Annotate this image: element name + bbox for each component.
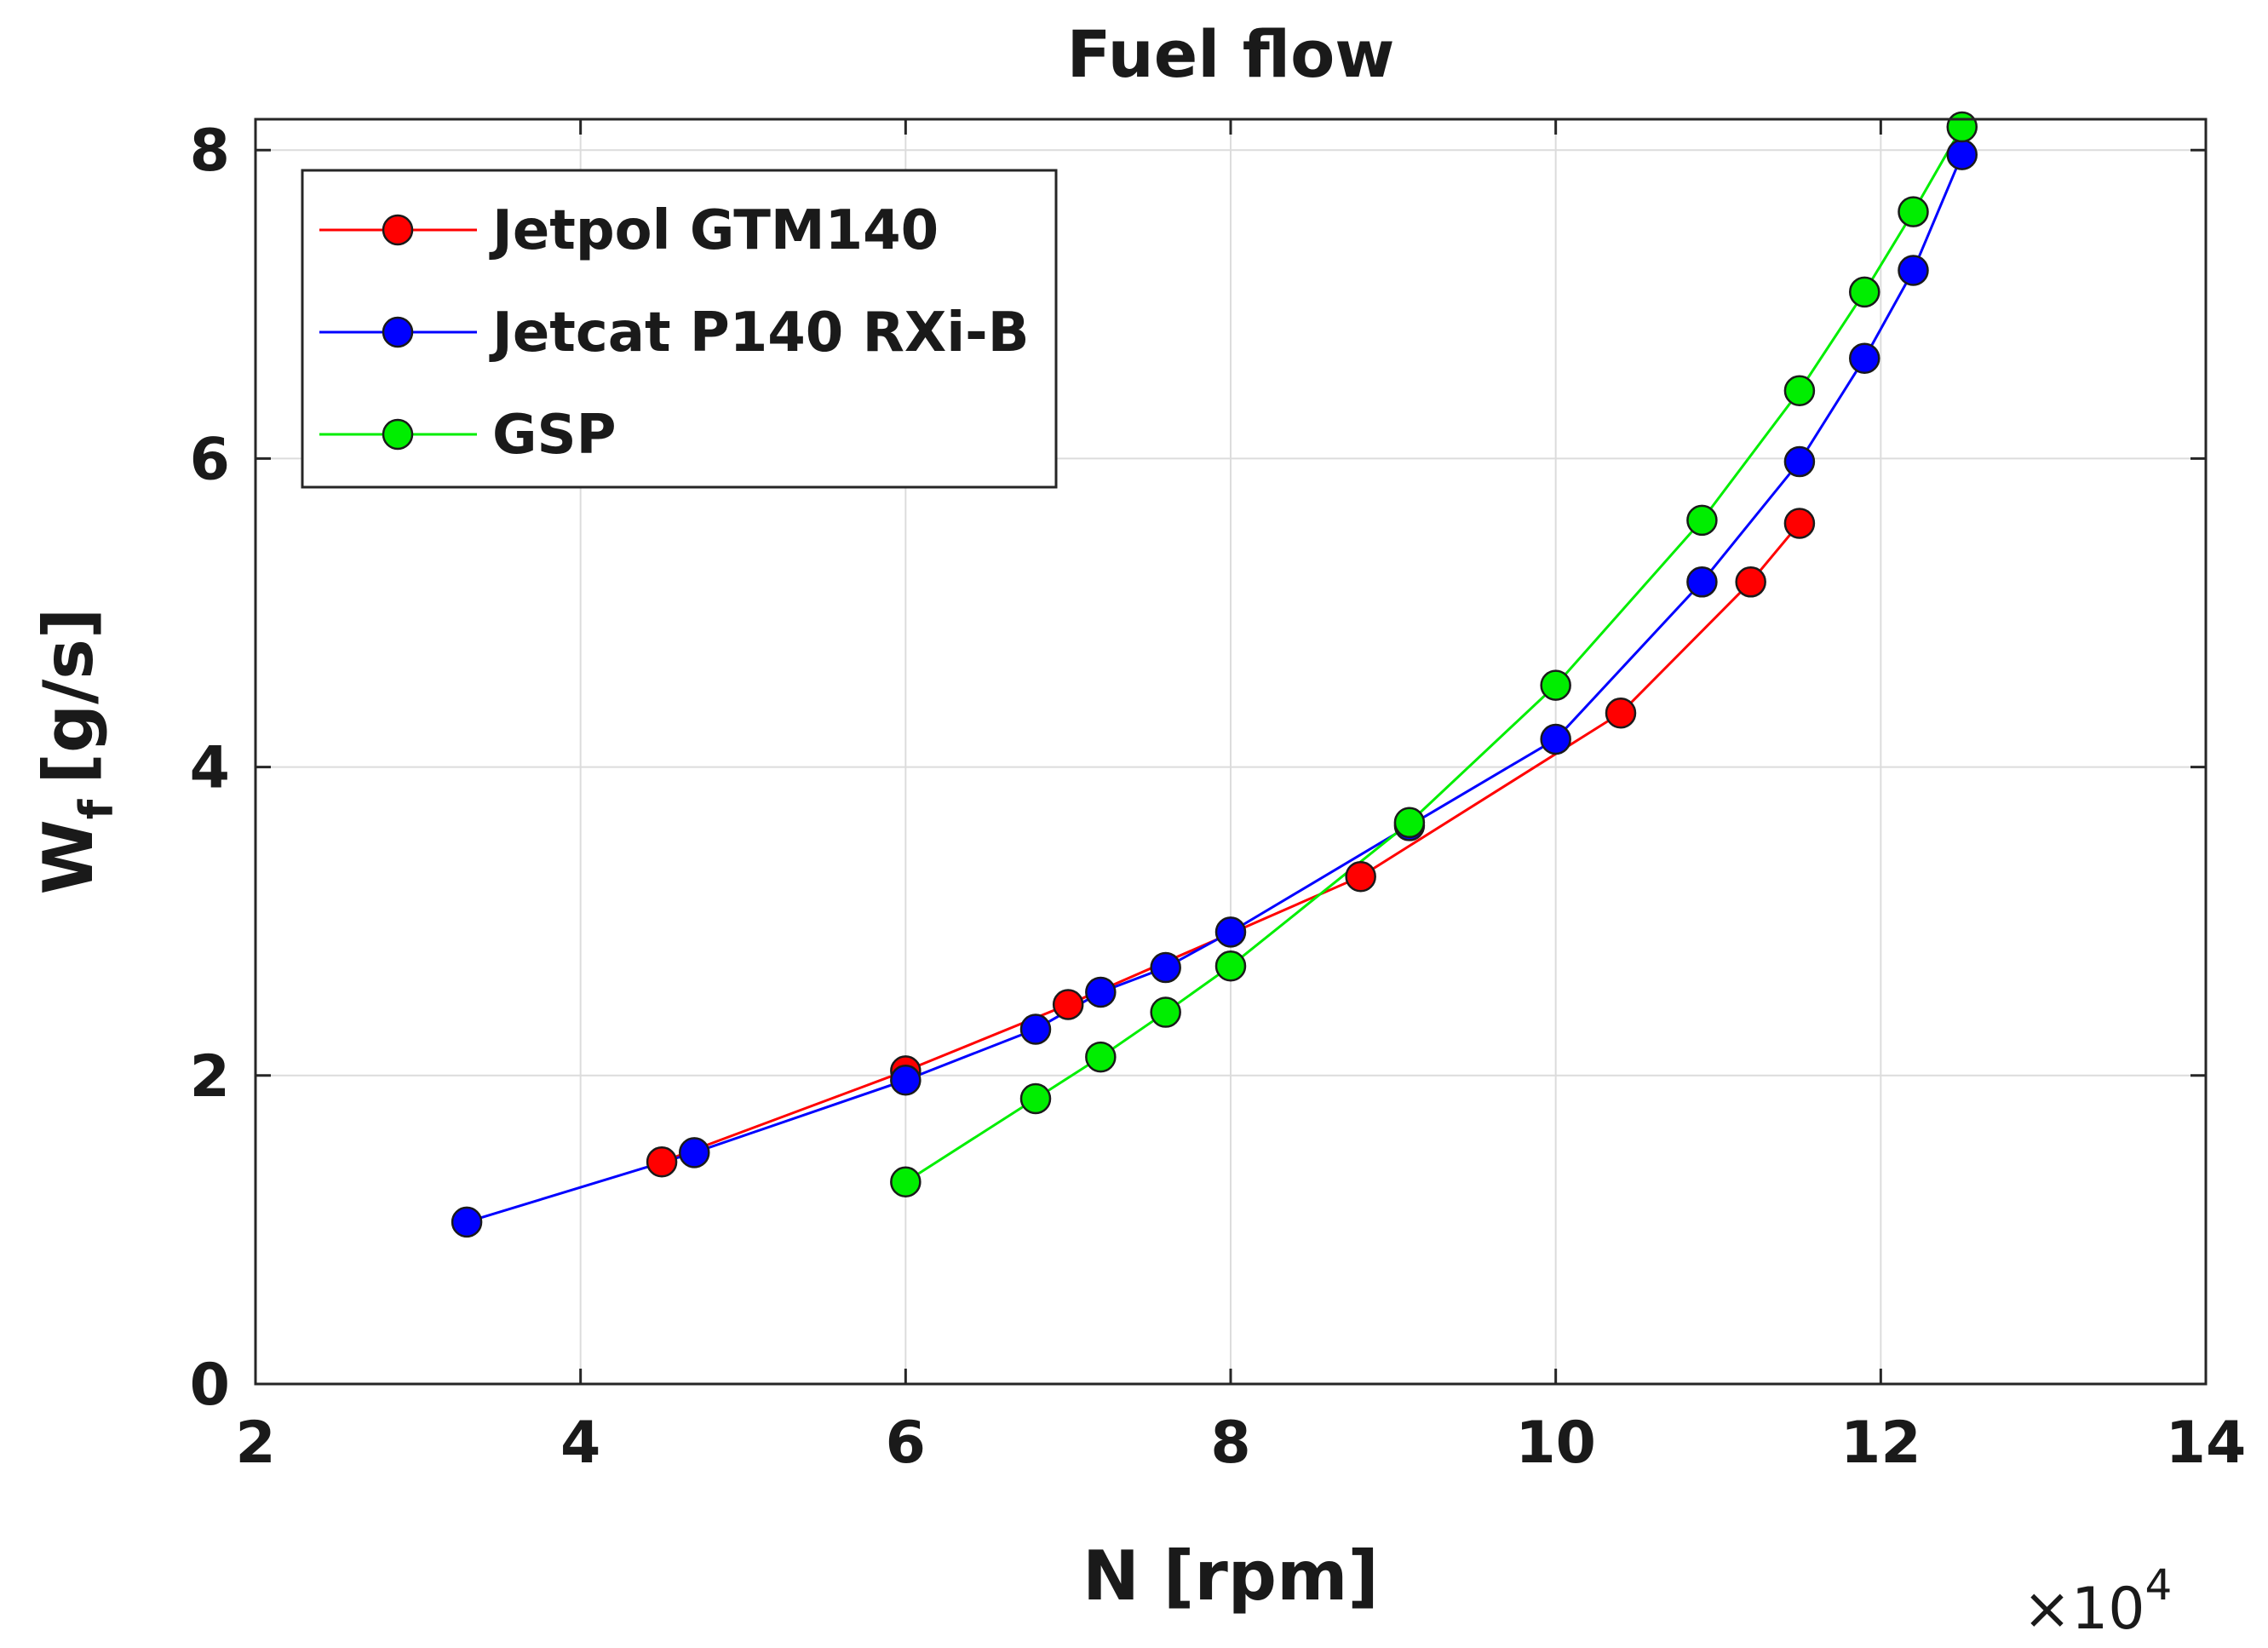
data-point-gsp xyxy=(1783,375,1816,406)
y-tick-label: 4 xyxy=(190,735,230,802)
y-tick-label: 8 xyxy=(190,118,230,185)
data-point-jetpol-gtm140 xyxy=(1735,566,1766,598)
data-point-gsp xyxy=(890,1166,922,1198)
data-point-jetcat-p140-rxi-b xyxy=(1150,951,1181,984)
data-point-gsp xyxy=(1150,996,1181,1028)
x-axis-label: N [rpm] xyxy=(1082,1536,1379,1616)
series-line-jetcat-p140-rxi-b xyxy=(466,154,1964,1224)
y-tick-label: 6 xyxy=(190,426,230,493)
data-point-jetcat-p140-rxi-b xyxy=(1849,342,1880,374)
y-tick-label: 0 xyxy=(190,1352,230,1419)
legend-label: GSP xyxy=(492,404,617,467)
data-point-jetcat-p140-rxi-b xyxy=(890,1064,922,1096)
data-point-jetpol-gtm140 xyxy=(1345,860,1376,893)
data-point-jetcat-p140-rxi-b xyxy=(1540,723,1571,755)
data-point-gsp xyxy=(1898,196,1929,227)
y-tick-label: 2 xyxy=(190,1043,230,1111)
data-point-jetpol-gtm140 xyxy=(646,1146,678,1178)
y-axis-ticks: 0 2 4 6 8 xyxy=(190,118,2206,1419)
x-multiplier-prefix: ×10 xyxy=(2023,1576,2145,1643)
data-point-gsp xyxy=(1540,669,1571,701)
data-point-gsp xyxy=(1019,1082,1052,1115)
x-tick-label: 4 xyxy=(560,1410,600,1477)
x-multiplier-exponent: 4 xyxy=(2145,1560,2173,1610)
x-tick-label: 12 xyxy=(1840,1410,1921,1477)
data-point-gsp xyxy=(1214,950,1247,982)
data-point-jetcat-p140-rxi-b xyxy=(451,1206,483,1238)
chart-title: Fuel flow xyxy=(1066,16,1394,92)
legend: Jetpol GTM140 Jetcat P140 RXi-B GSP xyxy=(301,169,1058,489)
data-point-jetcat-p140-rxi-b xyxy=(1946,139,1978,170)
data-point-jetcat-p140-rxi-b xyxy=(1019,1013,1052,1045)
data-point-jetcat-p140-rxi-b xyxy=(1214,916,1247,948)
data-point-jetcat-p140-rxi-b xyxy=(1085,976,1117,1008)
svg-text:Wf[g/s]: Wf [g/s] xyxy=(29,608,123,895)
x-axis-ticks: 2 4 6 8 10 12 14 xyxy=(235,119,2246,1477)
x-tick-label: 8 xyxy=(1210,1410,1250,1477)
x-axis-multiplier: ×104 xyxy=(2023,1560,2172,1643)
data-point-jetpol-gtm140 xyxy=(1605,697,1637,729)
data-point-gsp xyxy=(1085,1041,1117,1073)
data-point-gsp xyxy=(1849,276,1880,308)
x-tick-label: 10 xyxy=(1515,1410,1596,1477)
y-axis-label-main: W xyxy=(29,819,108,894)
data-point-gsp xyxy=(1393,807,1426,839)
x-tick-label: 2 xyxy=(235,1410,275,1477)
legend-label: Jetcat P140 RXi-B xyxy=(489,301,1030,365)
y-axis-label: Wf [g/s] xyxy=(29,608,123,895)
legend-item-gsp: GSP xyxy=(319,404,617,467)
data-point-jetcat-p140-rxi-b xyxy=(679,1137,710,1169)
data-point-jetcat-p140-rxi-b xyxy=(1783,445,1816,478)
legend-marker xyxy=(382,214,414,246)
y-axis-label-sub: f xyxy=(70,799,123,819)
data-point-jetcat-p140-rxi-b xyxy=(1686,566,1718,598)
legend-marker xyxy=(382,316,414,348)
legend-item-jetpol-gtm140: Jetpol GTM140 xyxy=(319,199,939,262)
legend-label: Jetpol GTM140 xyxy=(489,199,939,262)
data-point-gsp xyxy=(1946,111,1978,143)
data-point-jetpol-gtm140 xyxy=(1052,989,1084,1020)
data-point-gsp xyxy=(1686,504,1718,537)
series-markers xyxy=(451,111,1978,1238)
x-tick-label: 6 xyxy=(886,1410,926,1477)
data-point-jetcat-p140-rxi-b xyxy=(1898,255,1929,286)
y-axis-label-unit: [g/s] xyxy=(29,608,108,784)
legend-marker xyxy=(382,418,414,451)
legend-item-jetcat-p140-rxi-b: Jetcat P140 RXi-B xyxy=(319,301,1030,365)
data-point-jetpol-gtm140 xyxy=(1783,508,1816,539)
x-tick-label: 14 xyxy=(2166,1410,2247,1477)
